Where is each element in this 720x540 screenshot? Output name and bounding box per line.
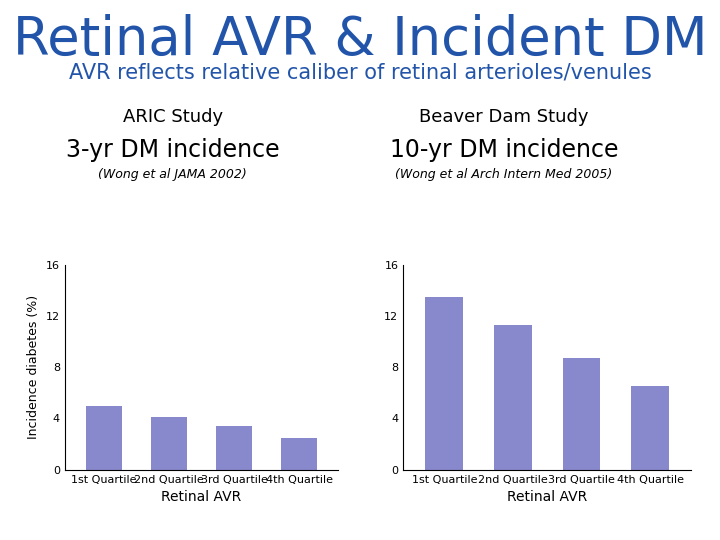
X-axis label: Retinal AVR: Retinal AVR xyxy=(507,490,588,504)
Bar xyxy=(426,296,463,470)
Text: (Wong et al JAMA 2002): (Wong et al JAMA 2002) xyxy=(99,168,247,181)
Text: (Wong et al Arch Intern Med 2005): (Wong et al Arch Intern Med 2005) xyxy=(395,168,613,181)
Text: ARIC Study: ARIC Study xyxy=(122,108,223,126)
Text: Retinal AVR & Incident DM: Retinal AVR & Incident DM xyxy=(13,14,707,65)
Text: AVR reflects relative caliber of retinal arterioles/venules: AVR reflects relative caliber of retinal… xyxy=(68,62,652,82)
Text: Beaver Dam Study: Beaver Dam Study xyxy=(419,108,589,126)
Bar xyxy=(216,426,252,470)
Bar xyxy=(151,417,187,470)
Bar xyxy=(86,406,122,470)
Bar xyxy=(562,358,600,470)
Bar xyxy=(494,325,532,470)
Y-axis label: Incidence diabetes (%): Incidence diabetes (%) xyxy=(27,295,40,439)
Bar xyxy=(631,387,669,470)
Text: 10-yr DM incidence: 10-yr DM incidence xyxy=(390,138,618,161)
Bar xyxy=(282,438,318,470)
X-axis label: Retinal AVR: Retinal AVR xyxy=(161,490,242,504)
Text: 3-yr DM incidence: 3-yr DM incidence xyxy=(66,138,279,161)
